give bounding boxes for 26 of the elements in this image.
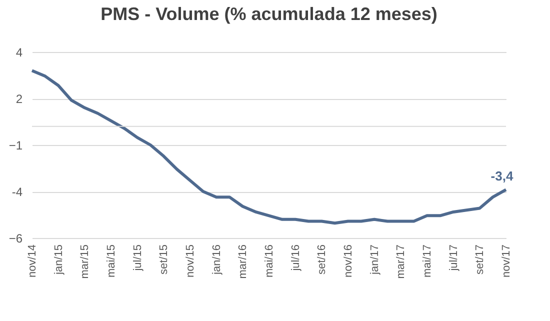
x-tick-label: set/17 (474, 244, 486, 274)
x-tick-label: mar/16 (237, 244, 250, 279)
x-tick-label: nov/17 (500, 244, 512, 278)
y-tick-label: 4 (16, 46, 23, 60)
y-tick-label: −6 (8, 232, 23, 246)
x-tick-label: jul/15 (132, 244, 144, 272)
x-tick-label: mai/17 (422, 244, 434, 278)
x-tick-label: set/16 (316, 244, 328, 274)
chart-title: PMS - Volume (% acumulada 12 meses) (100, 4, 438, 24)
data-label: -3,4 (490, 168, 514, 184)
x-tick-label: jan/15 (52, 244, 65, 276)
x-tick-label: jul/16 (290, 244, 302, 272)
x-tick-label: mai/15 (106, 244, 118, 278)
y-tick-label: 2 (16, 92, 23, 106)
x-tick-label: jan/17 (368, 244, 381, 276)
x-tick-label: nov/16 (342, 244, 354, 278)
y-tick-label: -4 (12, 185, 23, 199)
x-tick-label: jul/17 (448, 244, 460, 272)
y-tick-label: −1 (8, 138, 23, 152)
x-tick-label: set/15 (158, 244, 170, 274)
x-tick-label: mar/17 (395, 244, 408, 279)
x-tick-label: nov/14 (26, 244, 38, 278)
x-tick-label: nov/15 (184, 244, 196, 278)
x-tick-label: mai/16 (264, 244, 276, 278)
x-tick-label: mar/15 (79, 244, 92, 279)
x-tick-label: jan/16 (210, 244, 223, 276)
